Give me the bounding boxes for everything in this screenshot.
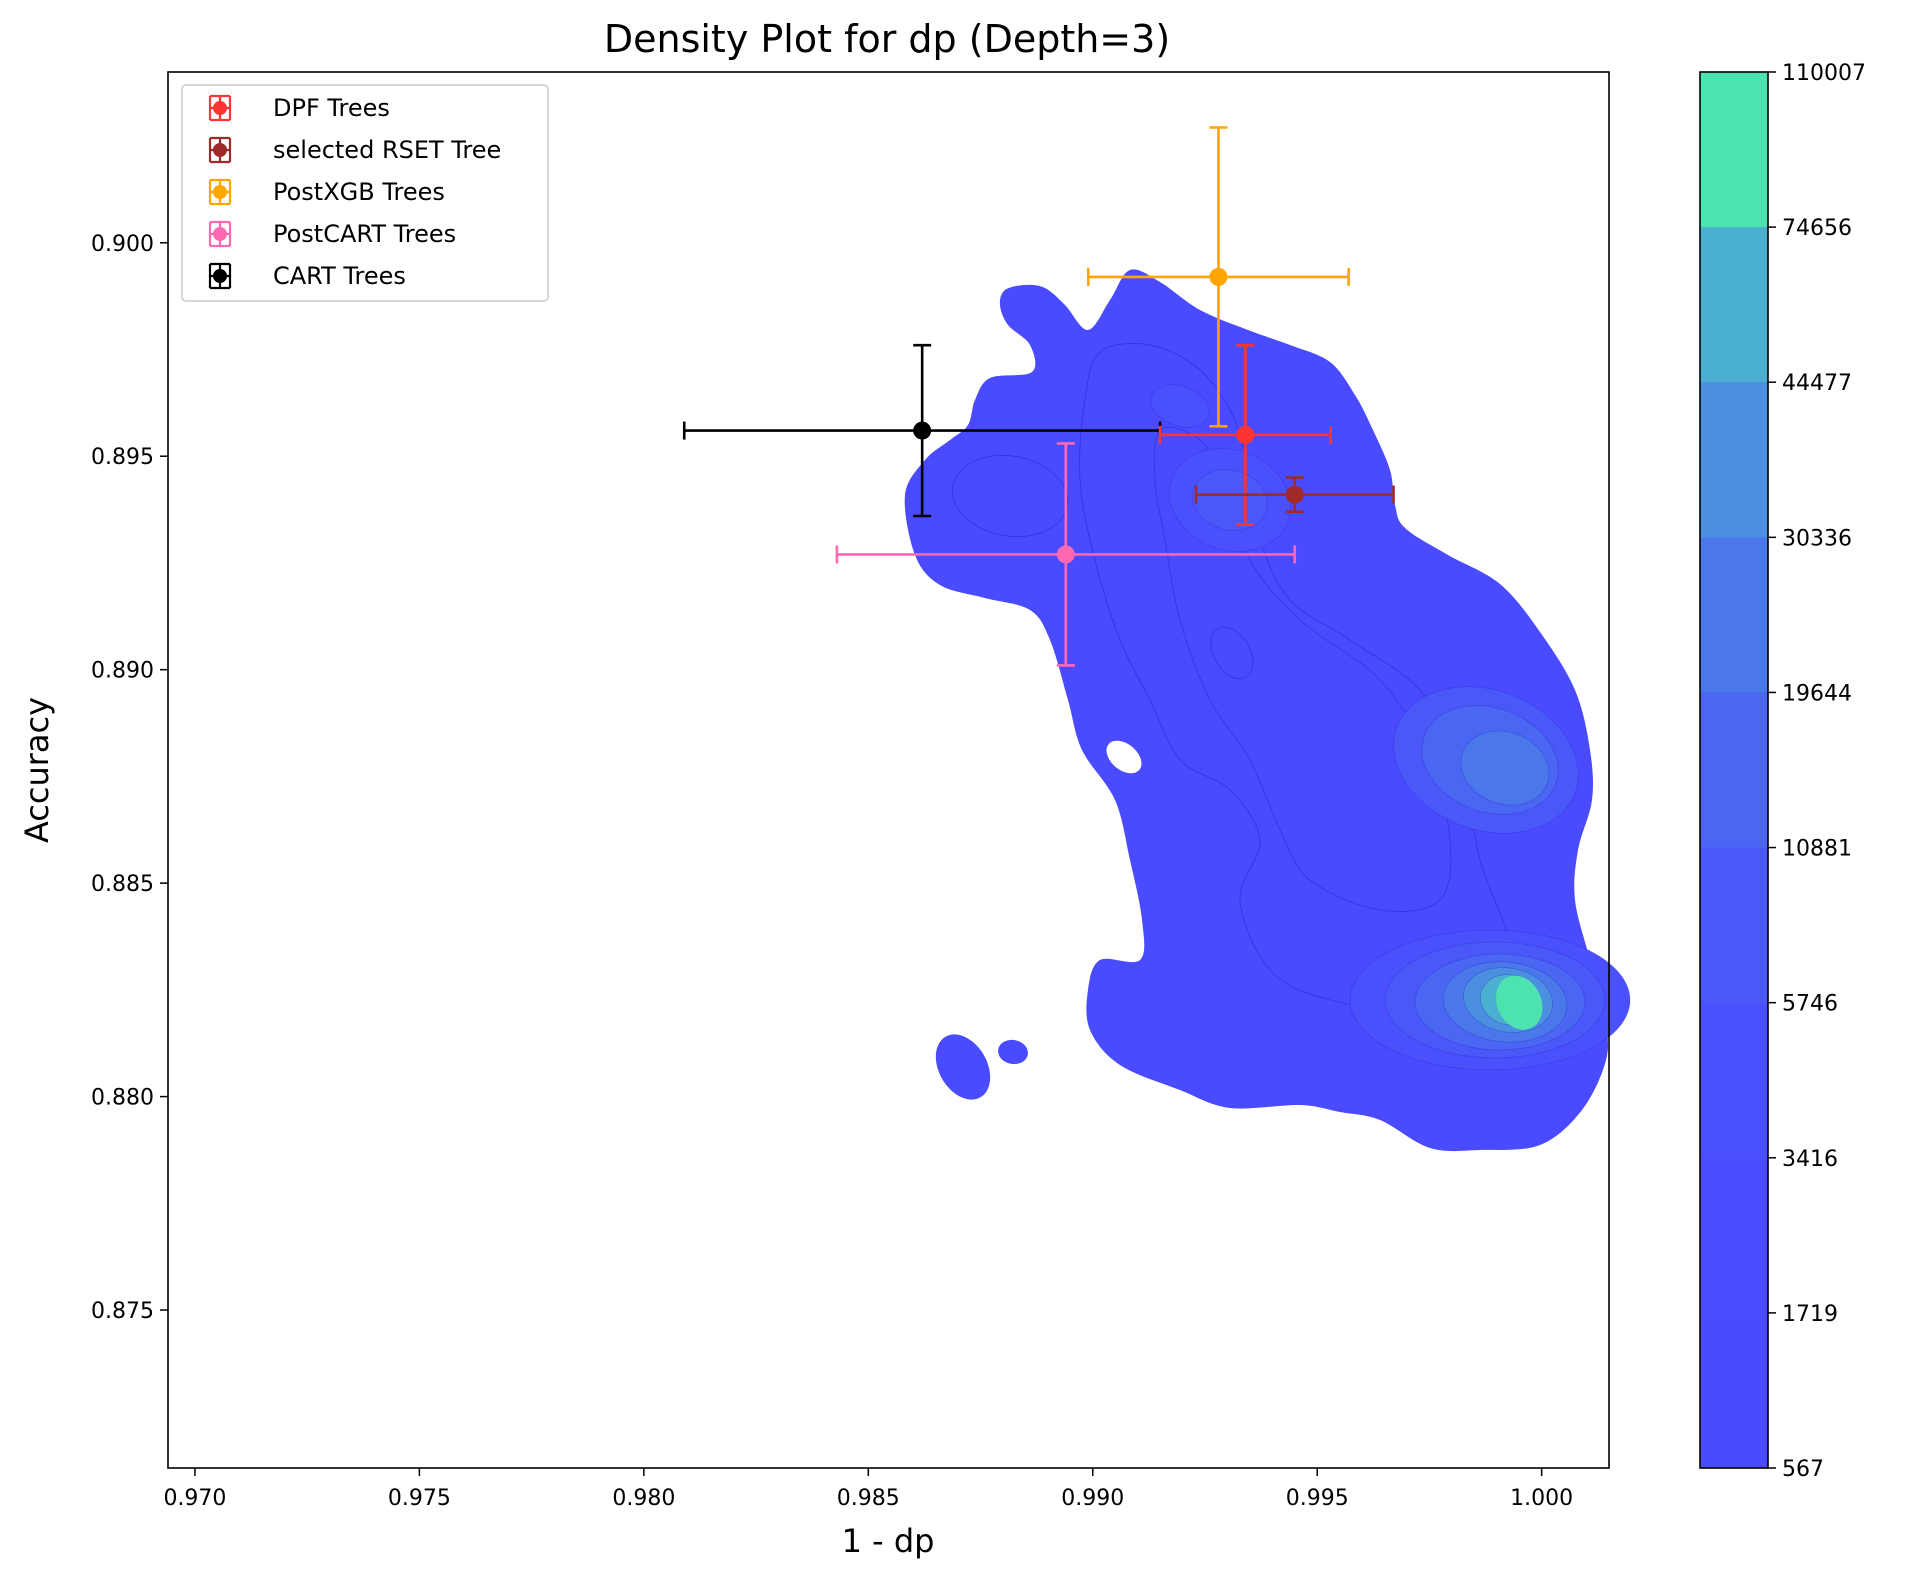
x-tick-label: 1.000 xyxy=(1510,1486,1573,1511)
colorbar: 110007 74656 44477 30336 19644 10881 5746 3416 1… xyxy=(1699,61,1866,1482)
density-level xyxy=(1460,730,1550,806)
legend: DPF Trees selected RSET Tree PostXGB Trees… xyxy=(181,84,549,302)
legend-label: DPF Trees xyxy=(273,94,390,122)
colorbar-tick-label: 10881 xyxy=(1782,837,1852,862)
legend-marker-dot xyxy=(213,227,227,241)
errorbar-series xyxy=(682,126,1395,667)
density-region xyxy=(904,269,1631,1152)
data-point xyxy=(1285,485,1304,504)
x-tick-label: 0.990 xyxy=(1061,1486,1124,1511)
legend-marker-dot xyxy=(213,143,227,157)
colorbar-tick-label: 30336 xyxy=(1782,526,1852,551)
density-contour-line xyxy=(1210,626,1254,680)
density-level xyxy=(1150,384,1210,428)
errorbar-cart-trees xyxy=(682,343,1162,518)
legend-label: selected RSET Tree xyxy=(273,136,501,164)
legend-marker-dot xyxy=(213,185,227,199)
y-tick-label: 0.890 xyxy=(91,659,154,684)
y-tick-label: 0.875 xyxy=(91,1299,154,1324)
x-tick-label: 0.975 xyxy=(388,1486,451,1511)
data-point xyxy=(1236,425,1255,444)
colorbar-segment xyxy=(1700,227,1768,383)
density-level xyxy=(1192,469,1268,531)
colorbar-tick-label: 19644 xyxy=(1782,681,1852,706)
colorbar-segment xyxy=(1700,382,1768,538)
y-axis-title: Accuracy xyxy=(18,697,56,843)
colorbar-frame xyxy=(1699,71,1769,1469)
plot-frame xyxy=(167,71,1610,1469)
colorbar-segment xyxy=(1700,537,1768,693)
y-axis: 0.875 0.880 0.885 0.890 0.895 0.900 xyxy=(91,232,168,1324)
x-axis: 0.970 0.975 0.980 0.985 0.990 0.995 1.000 xyxy=(163,1468,1573,1511)
data-point xyxy=(1209,267,1228,286)
colorbar-segment xyxy=(1700,72,1768,228)
legend-marker-dot xyxy=(213,269,227,283)
x-tick-label: 0.980 xyxy=(612,1486,675,1511)
density-contour-line xyxy=(952,454,1068,538)
colorbar-tick-label: 44477 xyxy=(1782,371,1852,396)
density-island xyxy=(998,1039,1028,1065)
legend-label: PostXGB Trees xyxy=(273,178,445,206)
density-contour-line xyxy=(1153,426,1452,912)
x-tick-label: 0.995 xyxy=(1286,1486,1349,1511)
colorbar-tick-label: 110007 xyxy=(1782,61,1866,86)
colorbar-segment xyxy=(1700,1312,1768,1469)
y-tick-label: 0.900 xyxy=(91,232,154,257)
colorbar-tick-label: 74656 xyxy=(1782,216,1852,241)
colorbar-segment xyxy=(1700,1002,1768,1159)
legend-marker-dot xyxy=(213,101,227,115)
errorbar-postcart-trees xyxy=(835,442,1297,667)
errorbar-postxgb-trees xyxy=(1086,126,1350,428)
colorbar-segment xyxy=(1700,692,1768,849)
data-point xyxy=(913,421,932,440)
y-tick-label: 0.895 xyxy=(91,445,154,470)
x-tick-label: 0.985 xyxy=(837,1486,900,1511)
legend-frame xyxy=(181,84,549,302)
y-tick-label: 0.885 xyxy=(91,872,154,897)
x-axis-title: 1 - dp xyxy=(842,1522,935,1560)
data-point xyxy=(1056,545,1075,564)
density-hole xyxy=(1106,740,1142,774)
colorbar-segment xyxy=(1700,847,1768,1004)
x-tick-label: 0.970 xyxy=(163,1486,226,1511)
colorbar-segment xyxy=(1700,1157,1768,1314)
errorbar-selected-rset-tree xyxy=(1194,476,1395,514)
colorbar-tick-label: 5746 xyxy=(1782,992,1838,1017)
y-tick-label: 0.880 xyxy=(91,1086,154,1111)
legend-label: PostCART Trees xyxy=(273,220,456,248)
colorbar-tick-label: 3416 xyxy=(1782,1147,1838,1172)
chart-title: Density Plot for dp (Depth=3) xyxy=(604,17,1170,61)
legend-label: CART Trees xyxy=(273,262,406,290)
density-island xyxy=(935,1034,991,1100)
density-peak xyxy=(1496,975,1543,1030)
colorbar-tick-label: 1719 xyxy=(1782,1302,1838,1327)
colorbar-tick-label: 567 xyxy=(1782,1457,1824,1482)
